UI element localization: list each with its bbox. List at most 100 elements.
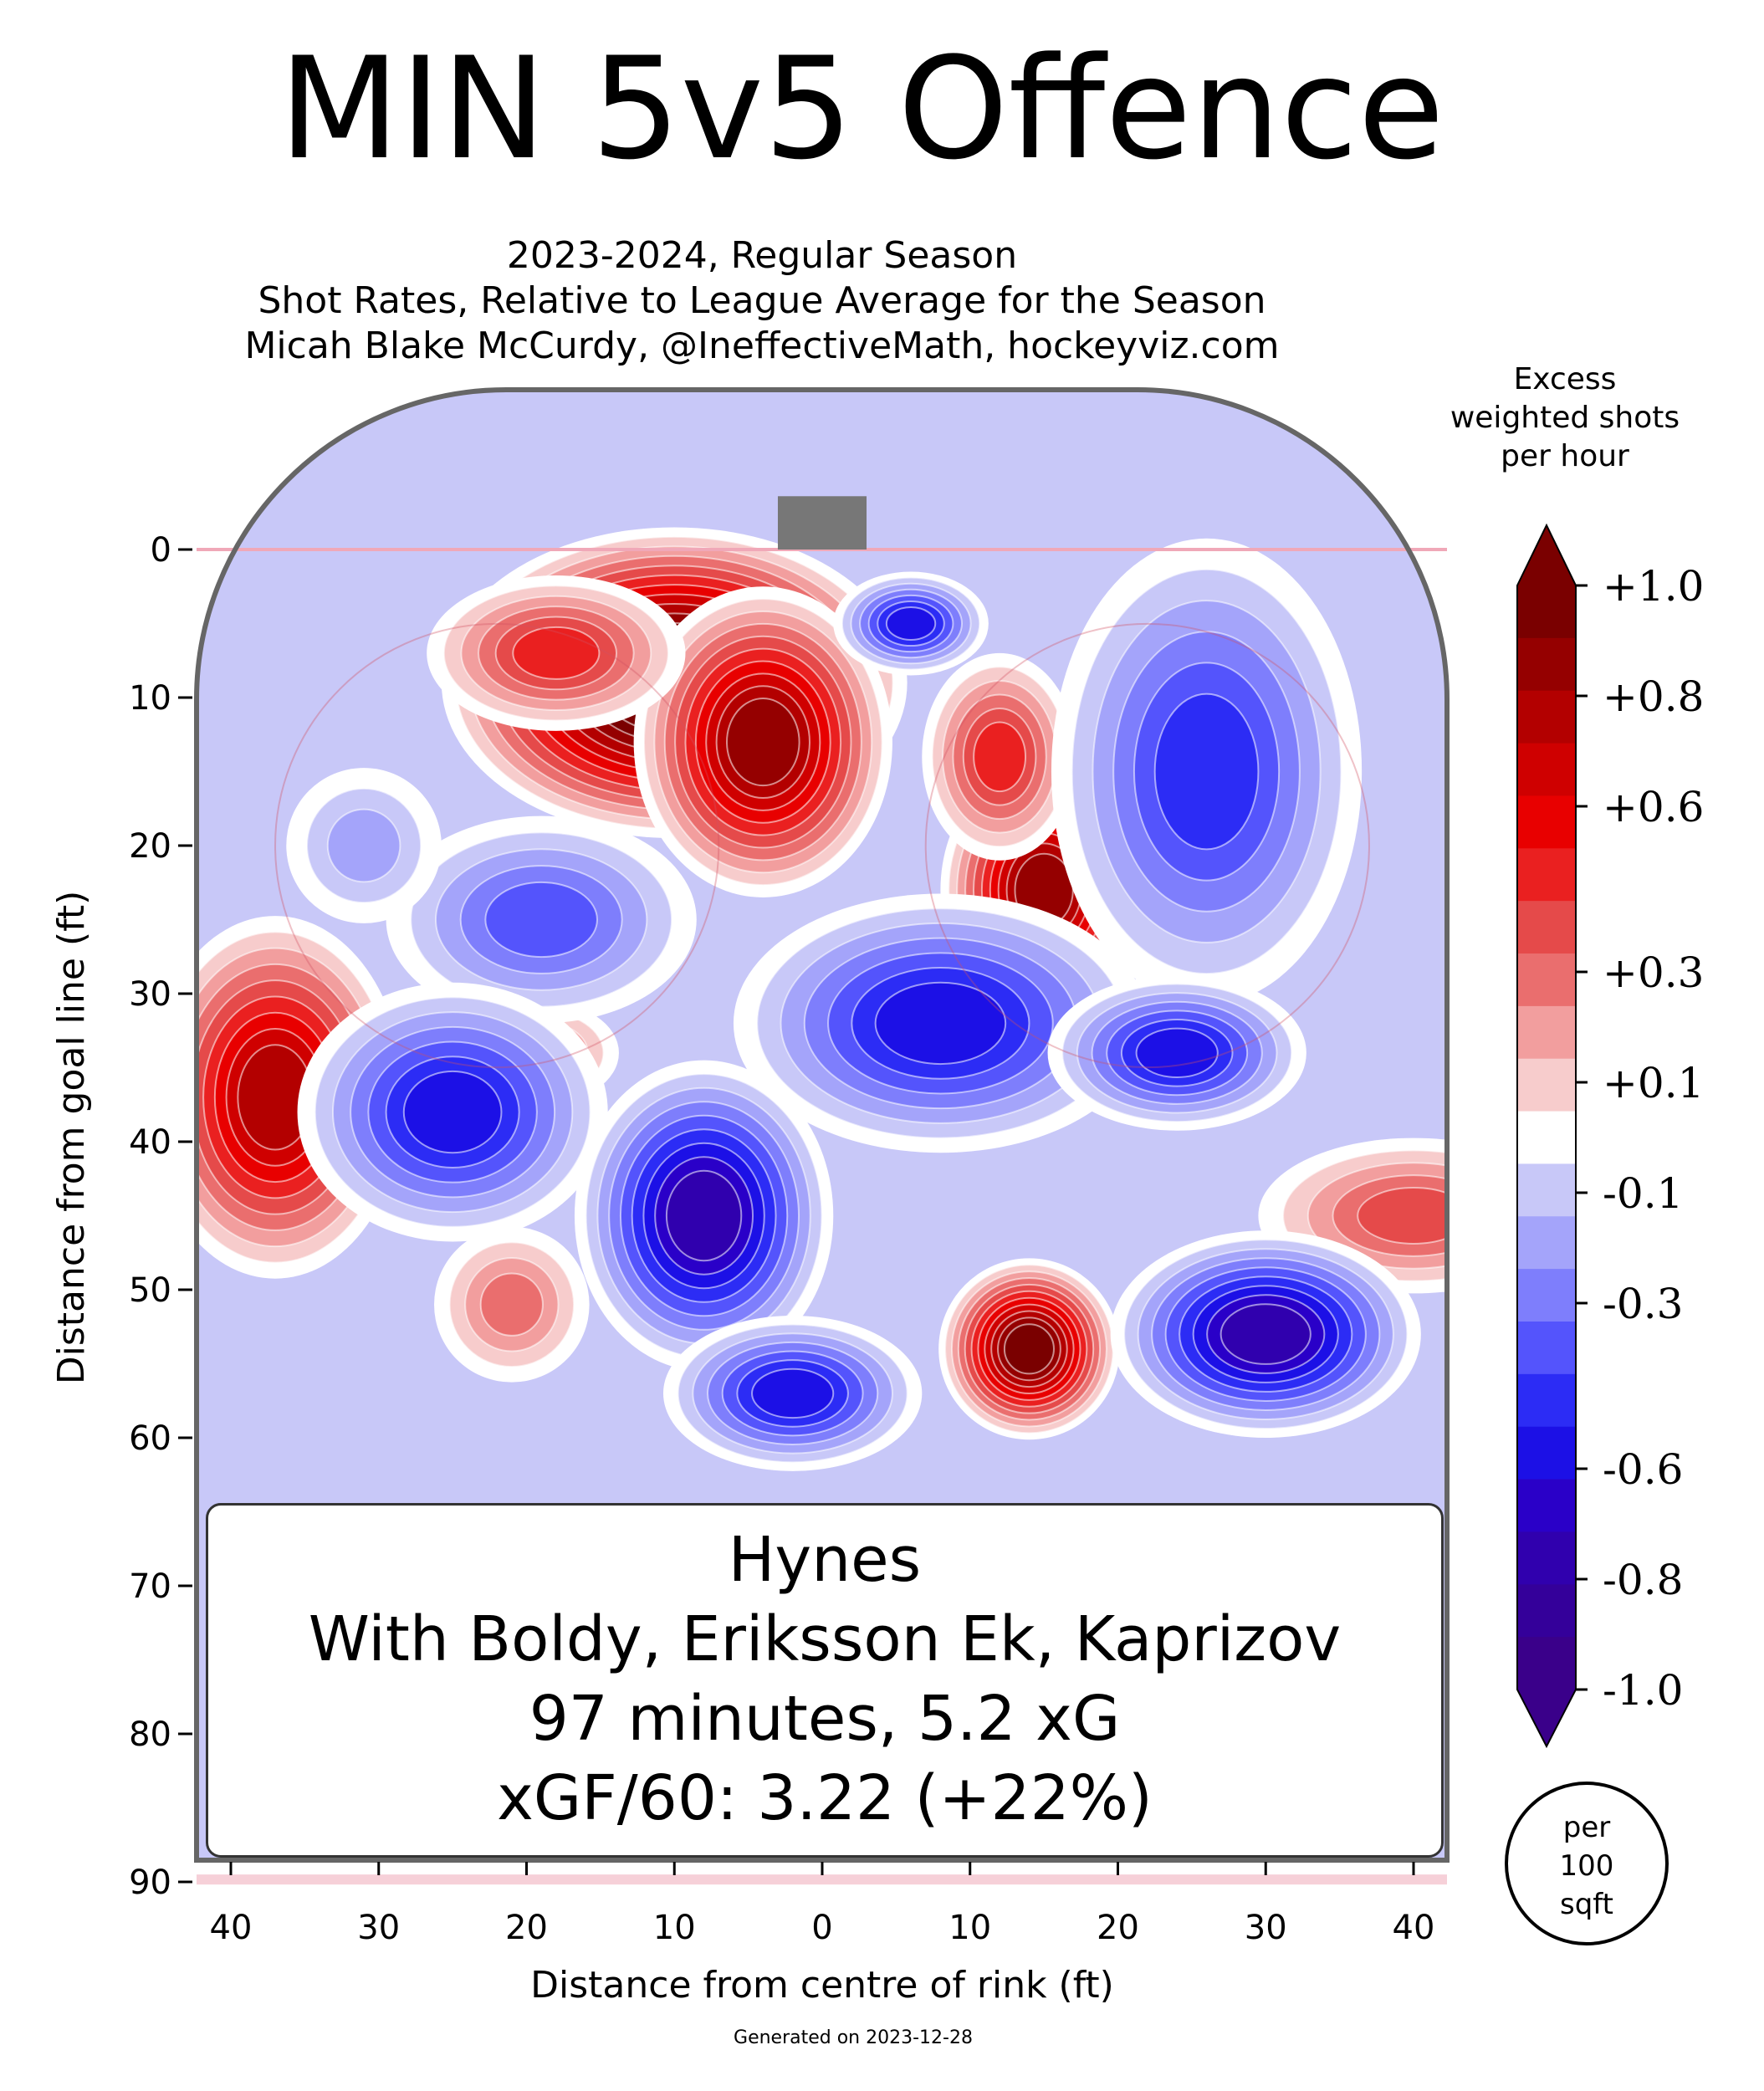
- hotspot: [434, 1226, 590, 1383]
- colorbar-swatch: [1517, 1637, 1576, 1690]
- colorbar-swatch: [1517, 637, 1576, 692]
- hotspot: [286, 768, 442, 923]
- hotspot: [1110, 1230, 1421, 1438]
- x-tick-label: 0: [811, 1909, 832, 1947]
- contour-level: [725, 698, 800, 787]
- annotation-minutes: 97 minutes, 5.2 xG: [529, 1683, 1121, 1755]
- annotation-box: Hynes With Boldy, Eriksson Ek, Kaprizov …: [206, 1503, 1444, 1858]
- colorbar-swatch: [1517, 1216, 1576, 1270]
- colorbar-swatch: [1517, 1531, 1576, 1586]
- x-tick-label: 40: [210, 1909, 253, 1947]
- hotspot: [633, 586, 892, 897]
- colorbar-swatch: [1517, 585, 1576, 639]
- contour-level: [402, 1070, 503, 1154]
- generated-footer: Generated on 2023-12-28: [734, 2027, 973, 2048]
- y-tick-label: 70: [129, 1567, 171, 1606]
- hotspot: [733, 893, 1148, 1153]
- y-tick-label: 0: [151, 531, 171, 570]
- y-tick-label: 40: [129, 1123, 171, 1162]
- contour-level: [1153, 693, 1260, 851]
- y-tick-label: 80: [129, 1715, 171, 1754]
- y-tick-label: 50: [129, 1271, 171, 1310]
- subtitle-line-1: 2023-2024, Regular Season: [506, 234, 1018, 277]
- hotspot: [427, 575, 686, 731]
- contour-level: [885, 606, 937, 641]
- x-tick-label: 10: [948, 1909, 991, 1947]
- colorbar-tick-label: +0.6: [1603, 783, 1704, 831]
- hotspot: [938, 1258, 1120, 1440]
- colorbar-title: weighted shots: [1450, 401, 1680, 435]
- colorbar-tick-label: -1.0: [1603, 1666, 1683, 1715]
- hotspot: [574, 1060, 834, 1372]
- hotspot: [1047, 974, 1306, 1131]
- subtitle-line-2: Shot Rates, Relative to League Average f…: [258, 279, 1266, 322]
- unit-label: sqft: [1560, 1888, 1613, 1921]
- colorbar-tick-label: -0.1: [1603, 1169, 1683, 1218]
- colorbar-swatch: [1517, 848, 1576, 902]
- contour-level: [1357, 1187, 1447, 1245]
- unit-label: per: [1563, 1811, 1611, 1844]
- colorbar-swatch: [1517, 1163, 1576, 1218]
- y-tick-label: 10: [129, 679, 171, 718]
- colorbar-swatch: [1517, 743, 1576, 797]
- goal-net: [777, 496, 867, 550]
- colorbar-swatch: [1517, 795, 1576, 850]
- colorbar-swatch: [1517, 953, 1576, 1007]
- contour-level: [973, 721, 1027, 793]
- contour-level: [751, 1368, 835, 1419]
- y-tick-label: 30: [129, 975, 171, 1014]
- colorbar-tick-label: +1.0: [1603, 562, 1704, 611]
- y-tick-label: 60: [129, 1419, 171, 1458]
- colorbar-tick-label: -0.3: [1603, 1280, 1683, 1328]
- x-tick-label: 10: [653, 1909, 696, 1947]
- colorbar-swatch: [1517, 1111, 1576, 1165]
- chart-title: MIN 5v5 Offence: [279, 27, 1444, 191]
- hotspot: [297, 982, 608, 1242]
- colorbar-tick-label: +0.8: [1603, 672, 1704, 721]
- hotspot: [662, 1315, 923, 1471]
- contour-level: [326, 808, 401, 883]
- colorbar-swatch: [1517, 1322, 1576, 1375]
- y-tick-label: 20: [129, 827, 171, 866]
- y-tick-label: 90: [129, 1863, 171, 1902]
- contour-level: [1003, 1323, 1055, 1375]
- x-tick-label: 20: [505, 1909, 548, 1947]
- annotation-xgf: xGF/60: 3.22 (+22%): [497, 1762, 1153, 1834]
- unit-circle: [1505, 1782, 1669, 1945]
- colorbar-title: per hour: [1501, 439, 1629, 473]
- blue-line: [197, 1874, 1447, 1885]
- x-tick-label: 30: [357, 1909, 400, 1947]
- contour-level: [512, 626, 601, 680]
- unit-label: 100: [1560, 1849, 1614, 1883]
- annotation-coach: Hynes: [728, 1524, 922, 1596]
- colorbar-swatch: [1517, 1058, 1576, 1112]
- hotspot: [1051, 538, 1363, 1005]
- hotspot: [922, 652, 1077, 861]
- subtitle-line-3: Micah Blake McCurdy, @IneffectiveMath, h…: [244, 325, 1280, 367]
- contour-level: [1135, 1027, 1219, 1079]
- colorbar-tick-label: +0.1: [1603, 1059, 1704, 1107]
- y-axis-label: Distance from goal line (ft): [50, 891, 93, 1384]
- colorbar-swatch: [1517, 1269, 1576, 1322]
- colorbar-swatch: [1517, 1005, 1576, 1060]
- colorbar-swatch: [1517, 1584, 1576, 1639]
- hotspot: [386, 815, 697, 1024]
- colorbar-max-arrow: [1517, 525, 1576, 585]
- hotspot: [833, 571, 989, 676]
- colorbar-tick-label: -0.6: [1603, 1445, 1683, 1494]
- contour-level: [484, 881, 598, 959]
- contour-level: [665, 1169, 743, 1262]
- colorbar-tick-label: +0.3: [1603, 948, 1704, 997]
- faceoff-circle-left: [274, 622, 720, 1069]
- colorbar-swatch: [1517, 1373, 1576, 1428]
- contour-level: [479, 1272, 544, 1337]
- x-tick-label: 20: [1097, 1909, 1139, 1947]
- colorbar-swatch: [1517, 1426, 1576, 1480]
- faceoff-circle-right: [924, 622, 1370, 1069]
- colorbar-swatch: [1517, 901, 1576, 954]
- x-tick-label: 40: [1393, 1909, 1435, 1947]
- annotation-linemates: With Boldy, Eriksson Ek, Kaprizov: [308, 1603, 1342, 1675]
- contour-level: [874, 981, 1007, 1066]
- contour-level: [1219, 1303, 1311, 1365]
- x-tick-label: 30: [1245, 1909, 1287, 1947]
